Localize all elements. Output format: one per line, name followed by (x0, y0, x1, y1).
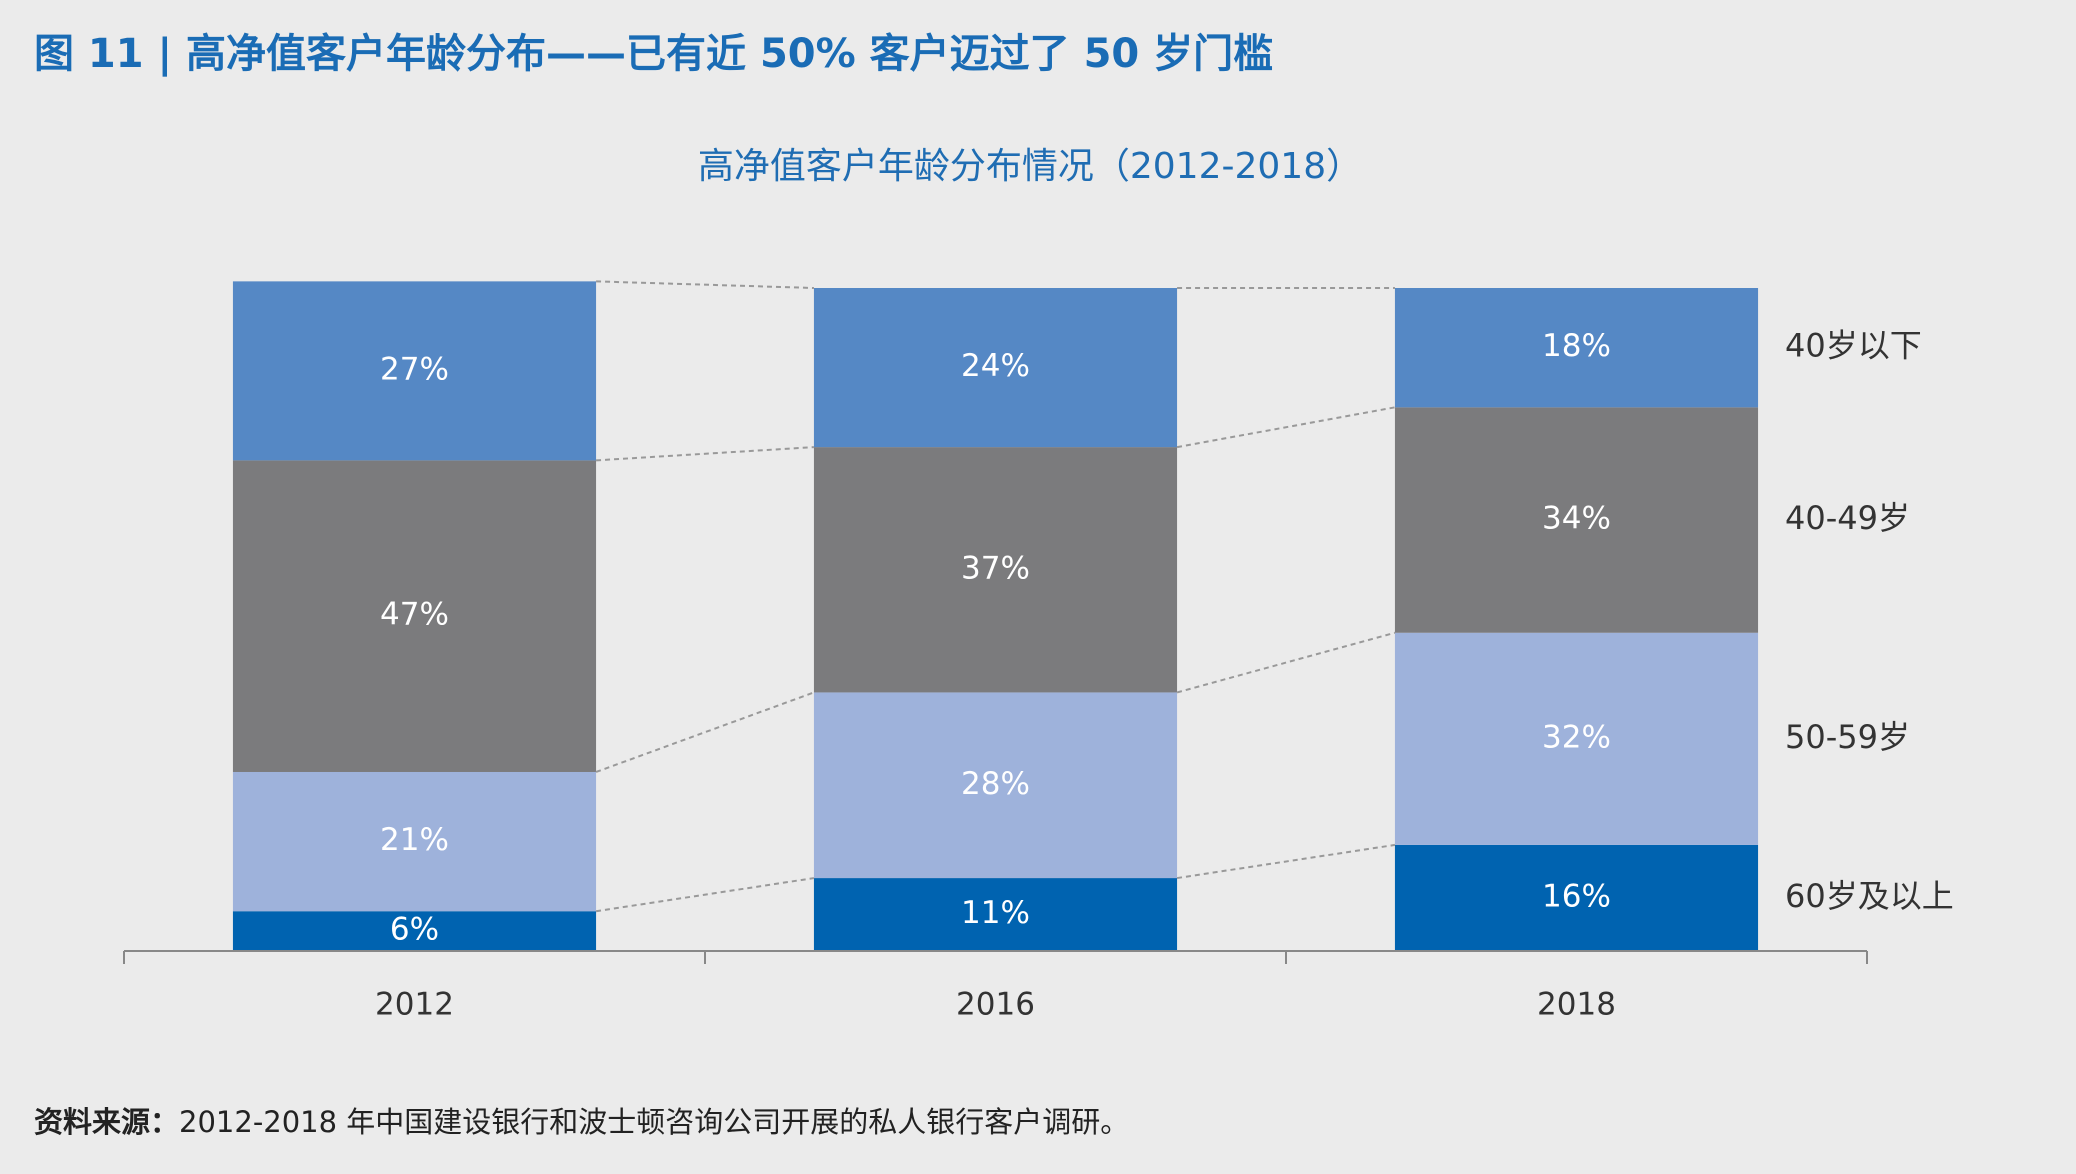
x-tick-label: 2016 (956, 987, 1035, 1023)
bar-segment (813, 288, 1178, 448)
data-label: 6% (390, 912, 439, 948)
data-label: 21% (380, 822, 449, 858)
bar-segment (1394, 288, 1759, 408)
connector (596, 446, 814, 462)
bar-segment (813, 692, 1178, 879)
bar-segment (813, 447, 1178, 693)
data-label: 27% (380, 351, 449, 387)
bar-segment (232, 911, 597, 951)
data-label: 47% (380, 597, 449, 633)
bar-segment (1394, 632, 1759, 845)
data-label: 11% (961, 895, 1030, 931)
legend-label: 60岁及以上 (1785, 877, 1954, 915)
source-label: 资料来源： (34, 1105, 179, 1139)
chart-title: 图 11 | 高净值客户年龄分布——已有近 50% 客户迈过了 50 岁门槛 (34, 31, 1273, 78)
source-text: 2012-2018 年中国建设银行和波士顿咨询公司开展的私人银行客户调研。 (179, 1105, 1129, 1139)
data-label: 16% (1542, 878, 1611, 914)
bar-segment (813, 878, 1178, 951)
connector (1176, 843, 1396, 880)
connector (596, 280, 814, 289)
connector (1176, 631, 1396, 694)
x-tick-label: 2012 (375, 987, 454, 1023)
data-label: 32% (1542, 719, 1611, 755)
legend-label: 50-59岁 (1785, 718, 1910, 756)
source-note: 资料来源：2012-2018 年中国建设银行和波士顿咨询公司开展的私人银行客户调… (34, 1105, 1129, 1139)
x-tick-label: 2018 (1537, 987, 1616, 1023)
data-label: 18% (1542, 328, 1611, 364)
legend-label: 40-49岁 (1785, 499, 1910, 537)
legend-label: 40岁以下 (1785, 327, 1922, 365)
chart-subtitle: 高净值客户年龄分布情况（2012-2018） (698, 146, 1362, 187)
bar-segment (232, 460, 597, 772)
data-label: 28% (961, 766, 1030, 802)
connector (595, 691, 815, 773)
connector (1176, 406, 1396, 449)
data-label: 37% (961, 550, 1030, 586)
data-label: 34% (1542, 501, 1611, 537)
connector (595, 877, 815, 913)
bar-segment (1394, 407, 1759, 633)
bar-segment (232, 771, 597, 912)
bar-segment (1394, 844, 1759, 951)
bar-segment (232, 281, 597, 461)
data-label: 24% (961, 348, 1030, 384)
